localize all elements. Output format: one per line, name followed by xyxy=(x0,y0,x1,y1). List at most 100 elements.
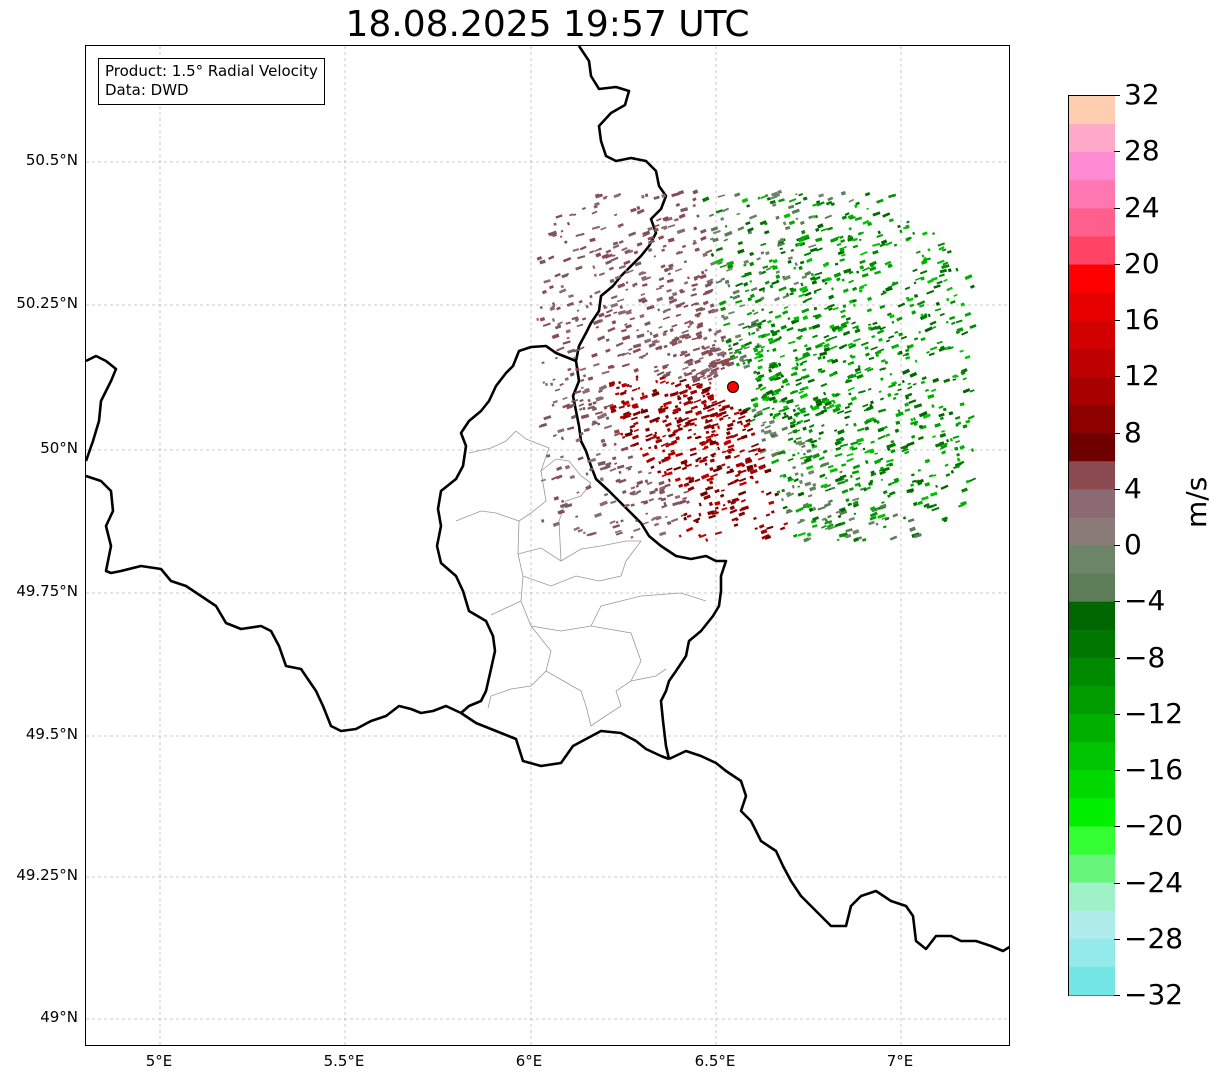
radar-echo-pixel xyxy=(635,484,639,488)
radar-echo-pixel xyxy=(823,391,827,396)
country-borders xyxy=(86,46,1009,953)
radar-echo-pixel xyxy=(682,366,689,371)
radar-echo-pixel xyxy=(911,473,915,477)
radar-echo-pixel xyxy=(849,445,855,450)
radar-echo-pixel xyxy=(842,359,847,364)
radar-echo-pixel xyxy=(679,378,687,383)
radar-echo-pixel xyxy=(664,483,671,488)
radar-echo-pixel xyxy=(823,334,830,339)
radar-echo-pixel xyxy=(733,411,740,416)
radar-echo-pixel xyxy=(696,214,700,218)
radar-echo-pixel xyxy=(598,272,605,276)
radar-echo-pixel xyxy=(933,474,937,477)
radar-echo-pixel xyxy=(862,447,866,451)
radar-echo-pixel xyxy=(801,307,810,314)
radar-echo-pixel xyxy=(711,423,719,427)
radar-echo-pixel xyxy=(864,346,869,350)
radar-echo-pixel xyxy=(704,462,708,466)
radar-echo-pixel xyxy=(631,388,638,392)
radar-echo-pixel xyxy=(798,293,806,298)
radar-echo-pixel xyxy=(691,368,696,373)
radar-echo-pixel xyxy=(704,282,712,288)
radar-echo-pixel xyxy=(690,320,694,325)
radar-echo-pixel xyxy=(849,373,857,379)
radar-echo-pixel xyxy=(829,335,838,340)
lat-tick-label: 50.5°N xyxy=(25,151,78,169)
radar-echo-pixel xyxy=(592,265,596,270)
radar-echo-pixel xyxy=(782,275,791,281)
radar-echo-pixel xyxy=(809,404,814,410)
radar-echo-pixel xyxy=(582,374,587,378)
radar-echo-pixel xyxy=(812,506,817,512)
radar-echo-pixel xyxy=(882,290,886,293)
radar-echo-pixel xyxy=(710,511,715,514)
radar-echo-pixel xyxy=(831,287,834,291)
radar-echo-pixel xyxy=(801,360,808,364)
map-canvas[interactable] xyxy=(86,46,1010,1046)
radar-echo-pixel xyxy=(654,444,657,447)
radar-echo-pixel xyxy=(799,327,808,333)
radar-echo-pixel xyxy=(682,333,690,339)
radar-echo-pixel xyxy=(640,408,649,414)
radar-echo-pixel xyxy=(817,223,824,229)
radar-echo-pixel xyxy=(692,382,701,387)
radar-echo-pixel xyxy=(833,429,838,432)
radar-echo-pixel xyxy=(754,298,763,304)
radar-echo-pixel xyxy=(556,306,561,311)
radar-echo-pixel xyxy=(812,313,821,318)
radar-echo-pixel xyxy=(869,403,873,408)
radar-echo-pixel xyxy=(687,428,692,432)
radar-echo-pixel xyxy=(559,235,563,239)
radar-echo-pixel xyxy=(803,375,810,379)
radar-echo-pixel xyxy=(924,482,931,487)
radar-echo-pixel xyxy=(715,329,722,334)
radar-echo-pixel xyxy=(911,479,917,483)
radar-echo-pixel xyxy=(721,360,730,367)
radar-echo-pixel xyxy=(810,272,815,277)
radar-site-marker xyxy=(727,381,739,393)
radar-echo-pixel xyxy=(901,368,911,375)
radar-echo-pixel xyxy=(718,300,727,306)
colorbar-segment xyxy=(1069,236,1115,266)
radar-echo-pixel xyxy=(854,216,863,221)
radar-echo-pixel xyxy=(715,279,723,284)
lat-tick-label: 50°N xyxy=(40,439,78,457)
radar-echo-pixel xyxy=(703,494,711,500)
radar-echo-pixel xyxy=(577,456,584,461)
radar-echo-pixel xyxy=(600,438,606,444)
radar-echo-pixel xyxy=(875,353,880,358)
radar-echo-pixel xyxy=(893,243,898,247)
radar-echo-pixel xyxy=(808,215,814,220)
radar-echo-pixel xyxy=(888,383,896,389)
colorbar-segment xyxy=(1069,96,1115,125)
colorbar-segment xyxy=(1069,264,1115,294)
radar-echo-pixel xyxy=(811,443,815,447)
radar-echo-pixel xyxy=(658,325,663,329)
radar-echo-pixel xyxy=(798,479,803,485)
radar-echo-pixel xyxy=(812,486,817,490)
radar-echo-pixel xyxy=(652,388,658,394)
radar-echo-pixel xyxy=(760,423,765,427)
radar-echo-pixel xyxy=(638,297,647,303)
radar-echo-pixel xyxy=(645,512,649,515)
radar-echo-pixel xyxy=(865,352,870,357)
radar-echo-pixel xyxy=(798,237,806,243)
map-panel[interactable]: Product: 1.5° Radial Velocity Data: DWD xyxy=(85,45,1010,1046)
radar-echo-pixel xyxy=(921,376,927,381)
radar-echo-pixel xyxy=(609,404,617,411)
radar-echo-pixel xyxy=(700,459,705,463)
radar-echo-pixel xyxy=(859,259,866,265)
radar-echo-pixel xyxy=(573,348,580,353)
radar-echo-pixel xyxy=(894,428,900,433)
radar-echo-pixel xyxy=(895,411,904,418)
radar-echo-pixel xyxy=(798,419,804,424)
radar-echo-pixel xyxy=(710,226,719,232)
radar-echo-pixel xyxy=(673,217,679,222)
colorbar-segment xyxy=(1069,938,1115,968)
radar-echo-pixel xyxy=(560,229,564,233)
radar-echo-pixel xyxy=(627,249,634,254)
radar-echo-pixel xyxy=(847,386,855,392)
radar-echo-pixel xyxy=(799,408,806,414)
radar-echo-pixel xyxy=(931,506,940,512)
radar-echo-pixel xyxy=(557,324,562,328)
